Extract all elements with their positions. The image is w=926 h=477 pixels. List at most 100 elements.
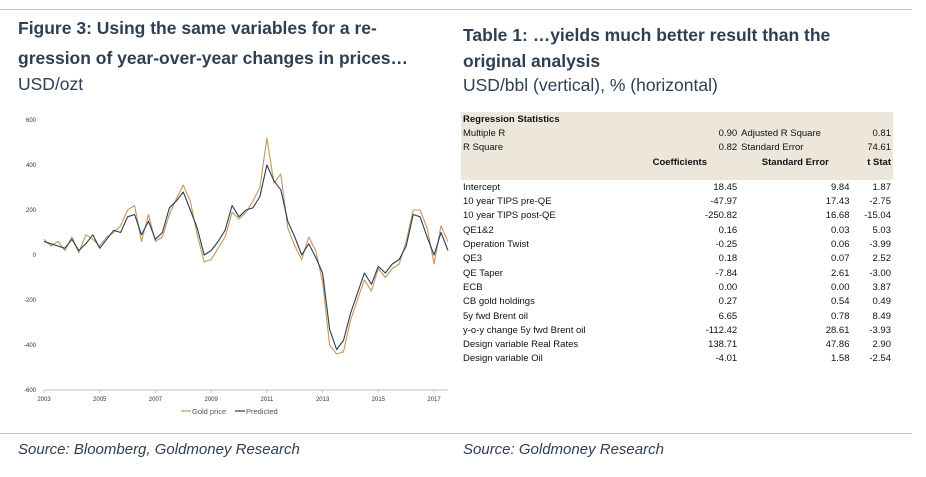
coefficient-value: -112.42 bbox=[705, 324, 738, 336]
stat-label-2: Adjusted R Square bbox=[739, 126, 852, 141]
regression-body: Intercept 18.45 9.84 1.87 10 year TIPS pre-Q… bbox=[461, 180, 893, 366]
coefficient-value: 0.18 bbox=[718, 253, 738, 265]
standard-error-value: 0.78 bbox=[830, 310, 850, 322]
coefficient-value: 0.27 bbox=[718, 296, 738, 308]
row-label: QE3 bbox=[463, 253, 483, 265]
figure-title-line1: Figure 3: Using the same variables for a… bbox=[18, 18, 377, 38]
table-row: Design variable Real Rates 138.71 47.86 2.9… bbox=[461, 337, 893, 351]
stats-row: R Square 0.82 Standard Error 74.61 bbox=[461, 140, 893, 155]
table-subtitle: USD/bbl (vertical), % (horizontal) bbox=[463, 75, 718, 95]
t-stat-value: 5.03 bbox=[872, 224, 892, 236]
table-row: 5y fwd Brent oil 6.65 0.78 8.49 bbox=[461, 309, 893, 323]
coefficient-value: -0.25 bbox=[715, 239, 738, 251]
standard-error-value: 0.07 bbox=[830, 253, 850, 265]
figure-source: Source: Bloomberg, Goldmoney Research bbox=[18, 441, 300, 458]
y-tick-label: 600 bbox=[26, 118, 37, 124]
chart-legend: Gold price Predicted bbox=[181, 407, 278, 416]
t-stat-value: 0.49 bbox=[872, 296, 892, 308]
row-label: QE Taper bbox=[463, 267, 503, 279]
stat-value: 0.90 bbox=[708, 126, 740, 141]
table-row: Design variable Oil -4.01 1.58 -2.54 bbox=[461, 352, 893, 366]
t-stat-value: 1.87 bbox=[872, 181, 892, 193]
row-label: Design variable Real Rates bbox=[463, 339, 579, 351]
column-header-coefficients: Coefficients bbox=[630, 154, 709, 170]
t-stat-value: -2.75 bbox=[869, 196, 891, 208]
table-row: QE Taper -7.84 2.61 -3.00 bbox=[461, 266, 893, 280]
t-stat-value: -3.93 bbox=[869, 324, 891, 336]
coefficient-value: 18.45 bbox=[713, 181, 738, 193]
t-stat-value: 2.52 bbox=[872, 253, 892, 265]
y-tick-label: 0 bbox=[33, 253, 37, 259]
coefficient-value: -250.82 bbox=[704, 210, 738, 222]
coefficient-value: 0.16 bbox=[718, 224, 738, 236]
x-tick-label: 2005 bbox=[93, 397, 107, 403]
t-stat-value: 8.49 bbox=[872, 310, 892, 322]
table-row: Operation Twist -0.25 0.06 -3.99 bbox=[461, 237, 893, 251]
predicted-legend-label: Predicted bbox=[246, 407, 278, 416]
standard-error-value: 0.00 bbox=[830, 281, 850, 293]
row-label: Operation Twist bbox=[463, 239, 529, 251]
table-row: QE3 0.18 0.07 2.52 bbox=[461, 252, 893, 266]
standard-error-value: 28.61 bbox=[825, 324, 850, 336]
row-label: QE1&2 bbox=[463, 224, 494, 236]
gold-price-line bbox=[43, 137, 449, 355]
table-row: Intercept 18.45 9.84 1.87 bbox=[461, 180, 893, 194]
y-tick-label: 200 bbox=[26, 208, 37, 214]
table-row: QE1&2 0.16 0.03 5.03 bbox=[461, 223, 893, 237]
column-header-t-stat: t Stat bbox=[851, 154, 893, 170]
t-stat-value: -3.99 bbox=[869, 239, 891, 251]
stat-value-2: 0.81 bbox=[851, 126, 893, 141]
x-tick-label: 2003 bbox=[37, 397, 51, 403]
row-label: Design variable Oil bbox=[463, 353, 543, 365]
x-tick-label: 2013 bbox=[316, 397, 330, 403]
t-stat-value: -2.54 bbox=[869, 353, 891, 365]
standard-error-value: 17.43 bbox=[825, 196, 850, 208]
standard-error-value: 2.61 bbox=[830, 267, 850, 279]
standard-error-value: 9.84 bbox=[830, 181, 850, 193]
standard-error-value: 47.86 bbox=[825, 339, 850, 351]
t-stat-value: 3.87 bbox=[872, 281, 892, 293]
bottom-divider bbox=[0, 433, 912, 434]
table-title-line2: original analysis bbox=[463, 51, 601, 71]
stat-label: Multiple R bbox=[461, 126, 631, 141]
row-label: 5y fwd Brent oil bbox=[463, 310, 528, 322]
row-label: Intercept bbox=[463, 181, 500, 193]
t-stat-value: -15.04 bbox=[864, 210, 891, 222]
column-header-row: Coefficients Standard Error t Stat bbox=[461, 154, 893, 170]
chart-lines bbox=[43, 137, 449, 355]
table-source: Source: Goldmoney Research bbox=[463, 441, 664, 458]
row-label: ECB bbox=[463, 281, 483, 293]
gold-price-legend-label: Gold price bbox=[192, 407, 226, 416]
stats-row: Multiple R 0.90 Adjusted R Square 0.81 bbox=[461, 126, 893, 141]
stat-label: R Square bbox=[461, 140, 631, 155]
x-tick-label: 2015 bbox=[372, 397, 386, 403]
top-divider bbox=[0, 9, 912, 10]
x-tick-label: 2007 bbox=[149, 397, 163, 403]
standard-error-value: 0.54 bbox=[830, 296, 850, 308]
y-tick-label: -200 bbox=[24, 298, 37, 304]
table-row: CB gold holdings 0.27 0.54 0.49 bbox=[461, 295, 893, 309]
predicted-line bbox=[43, 164, 449, 351]
line-chart: -600 -400 -200 0 200 400 600 2003 2005 2007 2009 20… bbox=[24, 118, 449, 416]
header-spacer-row bbox=[461, 169, 893, 181]
stat-value-2: 74.61 bbox=[851, 140, 893, 155]
table-row: 10 year TIPS post-QE -250.82 16.68 -15.04 bbox=[461, 209, 893, 223]
x-tick-label: 2009 bbox=[204, 397, 218, 403]
t-stat-value: -3.00 bbox=[869, 267, 891, 279]
coefficient-value: -4.01 bbox=[715, 353, 738, 365]
coefficient-value: -47.97 bbox=[710, 196, 738, 208]
standard-error-value: 16.68 bbox=[825, 210, 850, 222]
stats-header-row: Regression Statistics bbox=[461, 112, 893, 127]
table-row: 10 year TIPS pre-QE -47.97 17.43 -2.75 bbox=[461, 194, 893, 208]
column-header-standard-error: Standard Error bbox=[739, 154, 852, 170]
row-label: 10 year TIPS post-QE bbox=[463, 210, 556, 222]
row-label: CB gold holdings bbox=[463, 296, 535, 308]
figure-title-line2: gression of year-over-year changes in pr… bbox=[18, 48, 409, 68]
stats-section-header: Regression Statistics bbox=[461, 112, 893, 127]
y-tick-label: 400 bbox=[26, 163, 37, 169]
regression-table: Regression Statistics Multiple R 0.90 Ad… bbox=[461, 112, 893, 366]
figure-subtitle: USD/ozt bbox=[18, 74, 84, 94]
coefficient-value: 0.00 bbox=[718, 281, 738, 293]
row-label: 10 year TIPS pre-QE bbox=[463, 196, 552, 208]
standard-error-value: 0.06 bbox=[830, 239, 850, 251]
